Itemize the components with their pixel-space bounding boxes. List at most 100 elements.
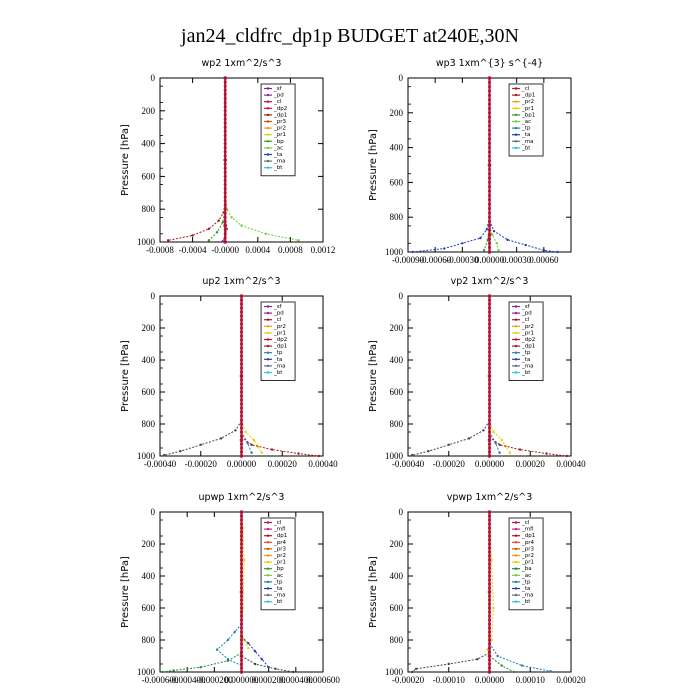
profile-marker xyxy=(240,618,243,622)
x-tick-label: 0.00060 xyxy=(529,255,559,265)
series-line xyxy=(489,220,558,253)
legend-marker xyxy=(266,587,270,590)
profile-marker xyxy=(488,202,491,206)
profile-marker xyxy=(488,163,491,167)
x-tick-label: -0.000200 xyxy=(196,675,233,685)
series-line xyxy=(489,642,551,672)
profile-marker xyxy=(223,179,227,182)
y-tick-label: 600 xyxy=(390,177,404,187)
legend-label: _dp2 xyxy=(273,337,287,343)
legend-marker xyxy=(266,364,270,368)
data-point xyxy=(270,448,274,451)
profile-marker xyxy=(488,111,491,115)
legend-marker xyxy=(266,527,270,531)
profile-marker xyxy=(488,578,491,582)
profile-marker xyxy=(488,115,491,119)
profile-marker xyxy=(488,185,491,189)
profile-marker xyxy=(240,594,243,598)
profile-marker xyxy=(488,442,491,446)
panel-title: up2 1xm^2/s^3 xyxy=(202,276,280,287)
profile-marker xyxy=(488,314,491,318)
profile-marker xyxy=(488,518,491,522)
profile-marker xyxy=(223,146,227,150)
profile-marker xyxy=(488,626,491,630)
profile-marker xyxy=(240,614,243,618)
profile-marker xyxy=(240,450,243,454)
profile-marker xyxy=(240,578,243,582)
profile-marker xyxy=(488,354,491,358)
data-point xyxy=(221,239,224,243)
profile-marker xyxy=(240,374,243,378)
x-tick-label: -0.00020 xyxy=(185,459,218,469)
legend-marker xyxy=(266,600,270,603)
profile-marker xyxy=(488,159,491,163)
legend-marker xyxy=(266,338,270,341)
legend-label: _cl xyxy=(521,520,530,526)
legend-marker xyxy=(514,371,518,374)
legend-label: _dp1 xyxy=(273,344,287,350)
x-tick-label: -0.00030 xyxy=(446,255,479,265)
data-point xyxy=(411,250,414,254)
x-tick-label: -0.00020 xyxy=(392,675,425,685)
legend-marker xyxy=(266,159,270,163)
x-tick-label: 0.00020 xyxy=(516,459,546,469)
profile-marker xyxy=(488,80,491,84)
profile-marker xyxy=(488,193,491,197)
x-tick-label: 0.00000 xyxy=(475,255,505,265)
data-point xyxy=(498,451,501,454)
profile-marker xyxy=(223,240,227,244)
data-point xyxy=(479,236,482,240)
data-point xyxy=(467,437,471,440)
profile-marker xyxy=(223,191,227,195)
profile-marker xyxy=(240,454,243,458)
profile-marker xyxy=(223,183,227,187)
legend-label: _tp xyxy=(521,126,531,132)
profile-marker xyxy=(240,586,243,590)
legend-marker xyxy=(514,331,518,335)
profile-marker xyxy=(223,207,227,211)
data-point xyxy=(207,227,211,231)
legend-marker xyxy=(514,541,518,544)
legend-label: _bt xyxy=(273,599,283,605)
profile-marker xyxy=(240,314,243,318)
profile-marker xyxy=(223,170,227,174)
y-tick-label: 200 xyxy=(142,323,156,333)
legend-label: _ta xyxy=(521,586,530,592)
legend-marker xyxy=(514,325,518,328)
legend-label: _bt xyxy=(273,370,283,376)
legend-label: _dp1 xyxy=(521,344,535,350)
y-tick-label: 400 xyxy=(142,139,156,149)
legend-label: _sf xyxy=(273,86,283,92)
y-tick-label: 200 xyxy=(142,106,156,116)
profile-marker xyxy=(240,518,243,522)
data-point xyxy=(244,430,247,434)
legend-label: _ma xyxy=(273,159,285,165)
legend-label: _sf xyxy=(521,304,531,310)
profile-marker xyxy=(240,406,243,410)
profile-marker xyxy=(240,366,243,370)
profile-marker xyxy=(240,526,243,530)
profile-marker xyxy=(240,650,243,654)
data-point xyxy=(226,659,230,662)
x-tick-label: 0.00010 xyxy=(516,675,546,685)
profile-marker xyxy=(488,154,491,158)
profile-marker xyxy=(488,534,491,538)
data-point xyxy=(492,606,495,610)
profile-marker xyxy=(488,241,491,245)
data-point xyxy=(490,638,493,642)
profile-marker xyxy=(488,438,491,442)
legend-label: _pr1 xyxy=(521,330,534,336)
profile-marker xyxy=(488,406,491,410)
legend-label: _pr3 xyxy=(521,546,535,552)
profile-marker xyxy=(488,366,491,370)
data-point xyxy=(260,658,264,661)
series-line xyxy=(241,420,263,454)
profile-marker xyxy=(488,250,491,254)
legend-marker xyxy=(266,153,270,156)
data-point xyxy=(240,224,243,227)
legend-marker xyxy=(514,534,518,537)
profile-marker xyxy=(488,246,491,250)
series-line xyxy=(241,431,253,453)
chart-panel-3: up2 1xm^2/s^3 Pressure [hPa] 0 200 400 600 800… xyxy=(120,276,338,469)
x-tick-label: 0.00040 xyxy=(556,459,586,469)
